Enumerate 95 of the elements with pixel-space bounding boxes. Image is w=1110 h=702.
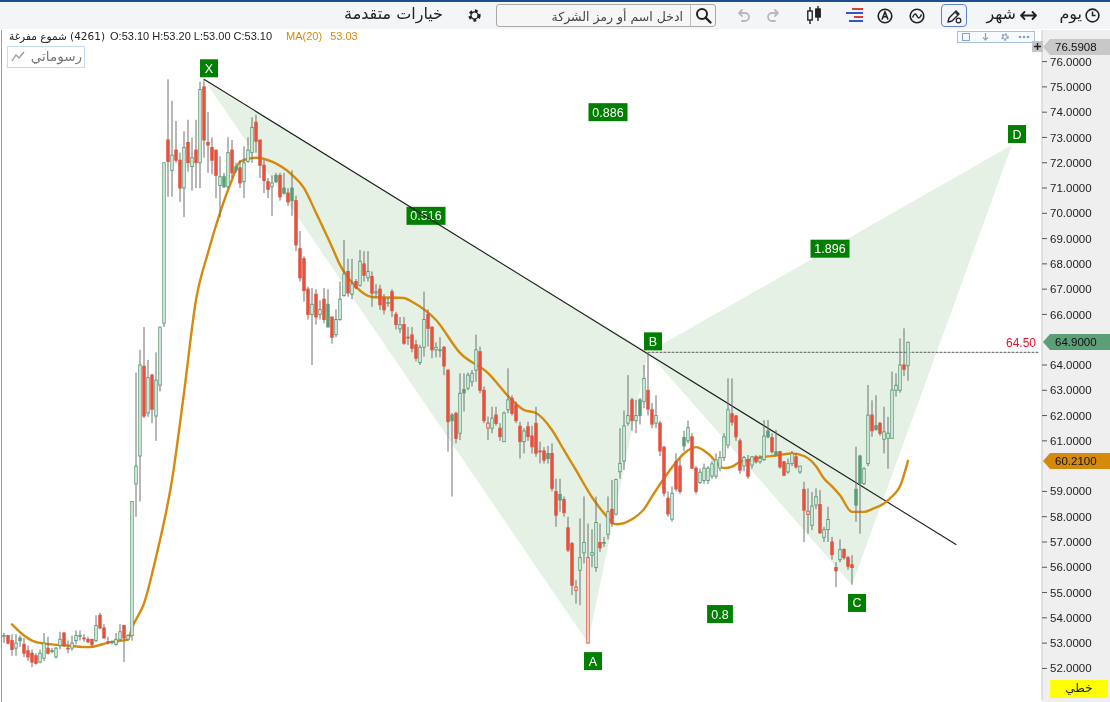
data-label: C [852, 596, 862, 611]
y-tick-label: 61.0000 [1050, 434, 1092, 447]
data-label: 64.50 [1005, 336, 1037, 351]
annotation: رسوماتي [30, 48, 82, 64]
y-tick-label: 74.0000 [1050, 106, 1092, 119]
candlestick [310, 287, 314, 366]
candlestick [450, 412, 454, 497]
y-tick-label: 64.0000 [1050, 359, 1092, 372]
candlestick [378, 284, 382, 311]
candlestick [850, 554, 854, 586]
candlestick [326, 288, 330, 328]
y-tick-label: 53.0000 [1050, 637, 1092, 650]
candlestick [834, 561, 838, 588]
candlestick [714, 452, 718, 480]
candlestick [838, 538, 842, 563]
candlestick [438, 336, 442, 358]
data-label: D [1012, 127, 1022, 142]
candlestick [810, 491, 814, 531]
candlestick [122, 624, 126, 663]
y-tick-label: 76.0000 [1050, 55, 1092, 68]
y-tick-label: 68.0000 [1050, 257, 1092, 270]
text: خيارات متقدمة [344, 4, 443, 23]
candlestick [598, 523, 602, 553]
y-tick-label: 72.0000 [1050, 156, 1092, 169]
y-tick-label: 55.0000 [1050, 586, 1092, 599]
candlestick [406, 326, 410, 346]
y-tick-label: 54.0000 [1050, 611, 1092, 624]
chart-title: (4261) شموع مفرغة [9, 30, 106, 42]
candlestick [78, 629, 82, 642]
candlestick [874, 394, 878, 432]
candlestick [826, 506, 830, 543]
candlestick [2, 632, 6, 644]
candlestick [702, 463, 706, 485]
chart-subtitle: O:53.10 H:53.20 L:53.00 C:53.10 [110, 30, 273, 42]
price-tag: 64.9000 [1043, 334, 1110, 351]
text: شهر [986, 4, 1016, 23]
y-tick-label: 59.0000 [1050, 485, 1092, 498]
candlestick [86, 636, 90, 644]
y-tick-label: 52.0000 [1050, 662, 1092, 675]
candlestick [386, 297, 390, 308]
candlestick [270, 174, 274, 217]
candlestick [774, 429, 778, 457]
y-tick-label: 73.0000 [1050, 131, 1092, 144]
candlestick [194, 119, 198, 189]
text: يوم [1059, 4, 1082, 23]
data-label: B [648, 334, 658, 349]
candlestick [46, 636, 50, 655]
candlestick [166, 78, 170, 198]
candlestick [350, 258, 354, 300]
y-tick-label: 66.0000 [1050, 308, 1092, 321]
candlestick [634, 399, 638, 434]
candlestick [10, 633, 14, 657]
candlestick [42, 632, 46, 662]
text: ادخل اسم أو رمز الشركة [551, 9, 683, 24]
candlestick [318, 300, 322, 320]
candlestick [14, 633, 18, 657]
y-tick-label: 71.0000 [1050, 182, 1092, 195]
y-tick-label: 58.0000 [1050, 510, 1092, 523]
y-tick-label: 56.0000 [1050, 561, 1092, 574]
candlestick [546, 445, 550, 465]
candlestick [278, 172, 282, 202]
candlestick [94, 614, 98, 643]
text: MA(20) [286, 30, 323, 42]
annotation: 0.516 [410, 209, 442, 224]
candlestick [398, 316, 402, 334]
annotation: 0.886 [592, 105, 624, 120]
candlestick [50, 647, 54, 654]
candlestick [746, 454, 750, 480]
candlestick [870, 399, 874, 438]
y-tick-label: 62.0000 [1050, 409, 1092, 422]
annotation: 1.896 [814, 242, 846, 257]
candlestick [374, 283, 378, 298]
candlestick [530, 425, 534, 454]
y-tick-label: 69.0000 [1050, 232, 1092, 245]
annotation: 0.8 [711, 607, 729, 622]
y-tick-label: 70.0000 [1050, 207, 1092, 220]
y-tick-label: 63.0000 [1050, 384, 1092, 397]
candlestick [434, 341, 438, 358]
candlestick [362, 250, 366, 283]
y-tick-label: 67.0000 [1050, 283, 1092, 296]
y-tick-label: 57.0000 [1050, 536, 1092, 549]
candlestick [602, 536, 606, 548]
candlestick [802, 481, 806, 543]
candlestick [762, 419, 766, 462]
candlestick [402, 316, 406, 346]
candlestick [518, 421, 522, 460]
y-tick-label: 75.0000 [1050, 80, 1092, 93]
candlestick [82, 633, 86, 643]
annotation: 53.03 [330, 30, 358, 42]
candlestick [558, 478, 562, 513]
candlestick [322, 287, 326, 324]
candlestick [22, 637, 26, 658]
data-label: A [588, 654, 598, 669]
candlestick [218, 155, 222, 218]
data-label: X [204, 61, 214, 76]
